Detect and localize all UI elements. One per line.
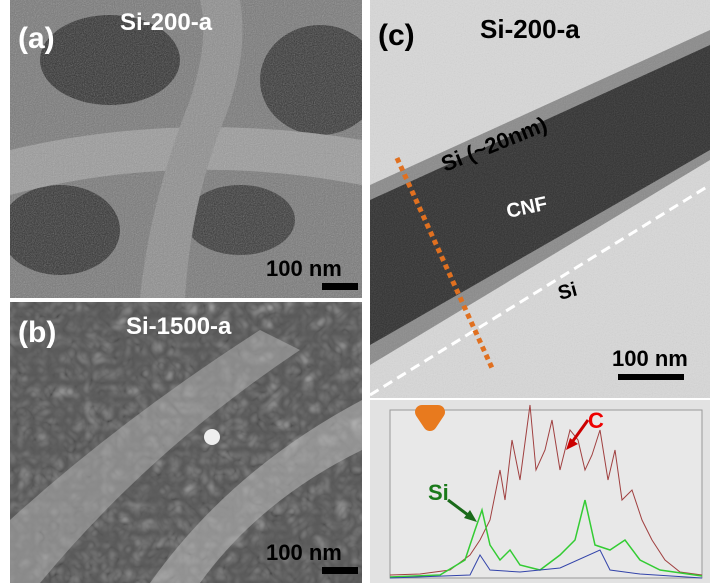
sample-label: Si-200-a [120,9,213,36]
sample-label: Si-1500-a [126,313,232,340]
element-label: C [588,408,604,433]
panel-label: (b) [18,316,56,349]
panel-label: (a) [18,22,55,55]
scale-bar [322,567,358,574]
sample-label: Si-200-a [480,14,580,44]
scale-bar-label: 100 nm [266,256,342,281]
line-profile [370,400,710,583]
scale-bar [618,374,684,380]
panel-label: (c) [378,19,415,52]
scale-bar-label: 100 nm [612,346,688,371]
scale-bar [322,283,358,290]
element-label: Si [428,480,449,505]
panel-a [0,0,380,298]
figure: (a) Si-200-a 100 nm (b) Si-1500-a 100 nm… [0,0,710,583]
scale-bar-label: 100 nm [266,540,342,565]
